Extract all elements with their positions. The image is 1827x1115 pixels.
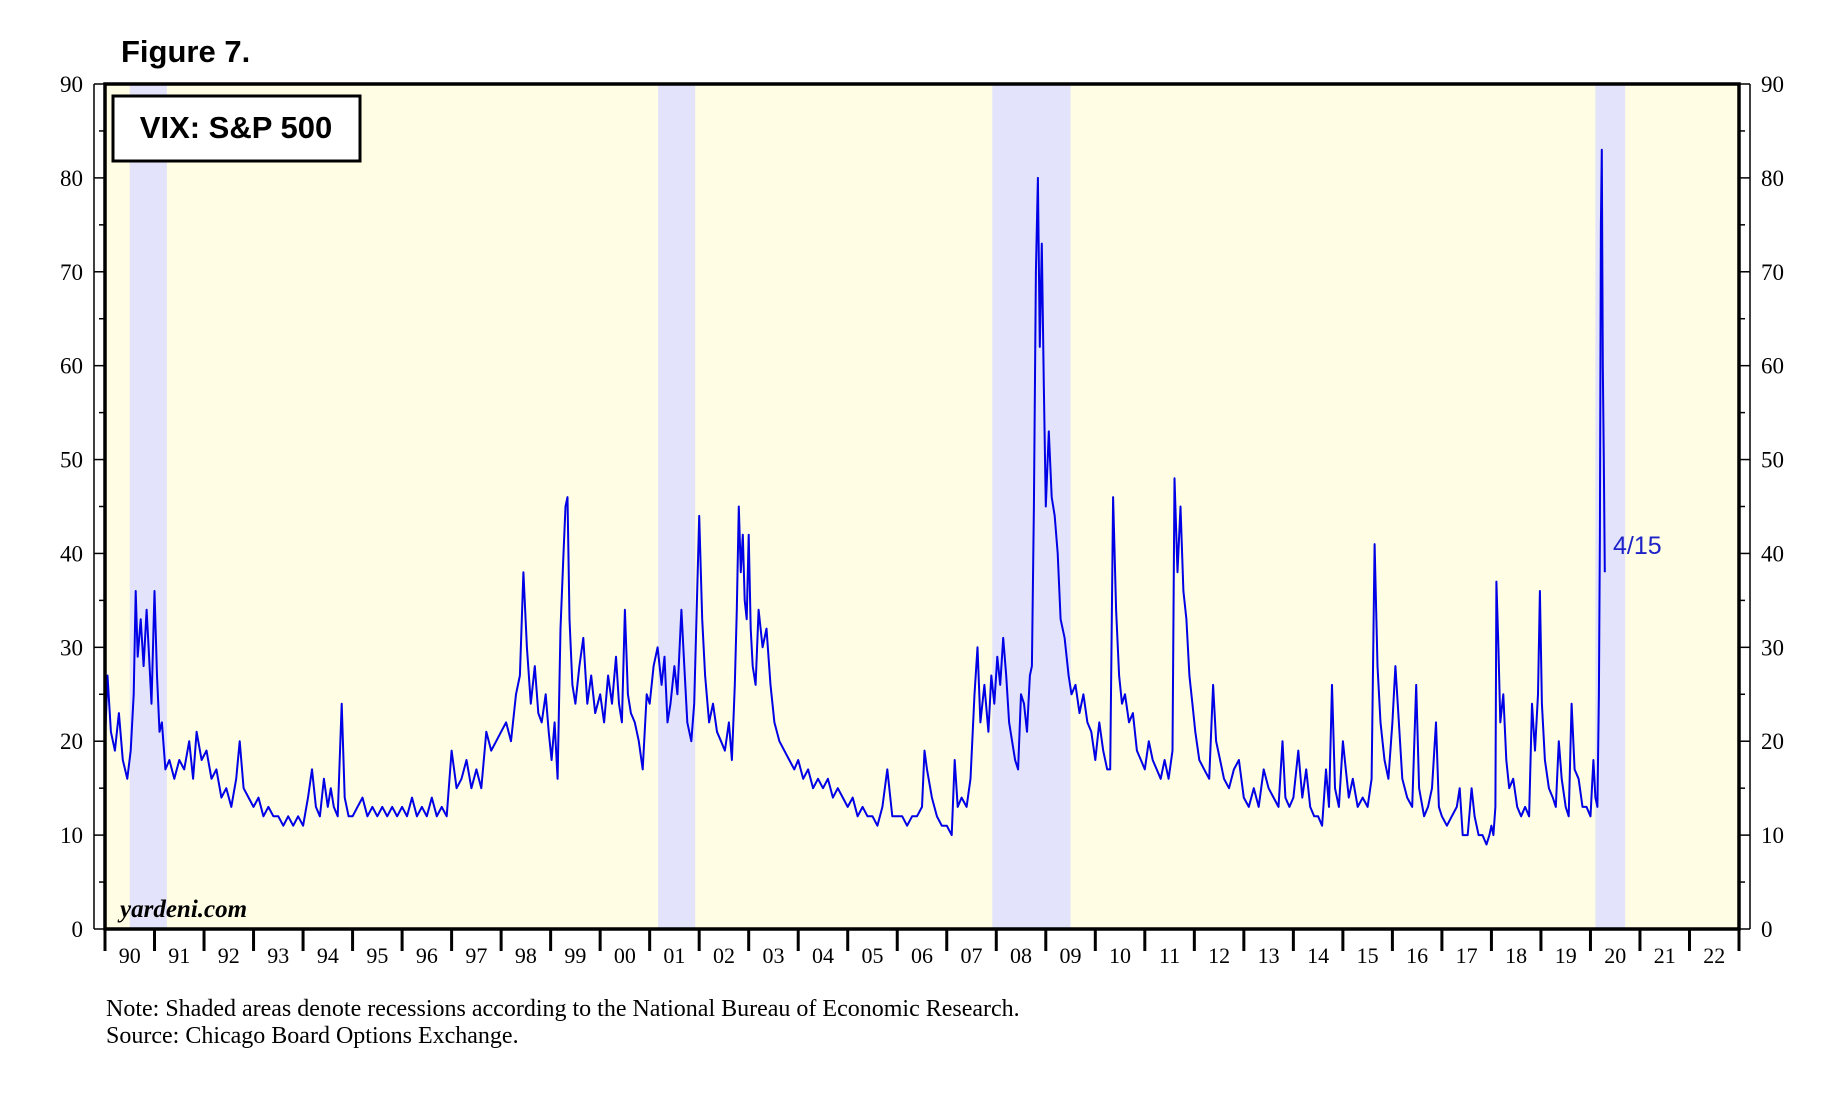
y-tick-label-right: 0: [1761, 917, 1773, 942]
y-tick-label-right: 70: [1761, 260, 1784, 285]
y-tick-label-left: 30: [60, 635, 83, 660]
x-tick-label: 21: [1654, 943, 1676, 968]
x-tick-label: 17: [1456, 943, 1478, 968]
x-tick-label: 93: [267, 943, 289, 968]
y-tick-label-right: 60: [1761, 354, 1784, 379]
y-tick-label-right: 30: [1761, 635, 1784, 660]
x-tick-label: 09: [1060, 943, 1082, 968]
x-tick-label: 20: [1604, 943, 1626, 968]
chart-title: VIX: S&P 500: [140, 110, 332, 145]
x-tick-label: 14: [1307, 943, 1329, 968]
y-tick-label-left: 10: [60, 823, 83, 848]
x-tick-label: 00: [614, 943, 636, 968]
y-tick-label-left: 50: [60, 448, 83, 473]
y-tick-label-left: 80: [60, 166, 83, 191]
y-tick-label-left: 20: [60, 729, 83, 754]
recession-band: [992, 84, 1071, 929]
y-tick-label-right: 50: [1761, 448, 1784, 473]
y-tick-label-right: 20: [1761, 729, 1784, 754]
recession-band: [129, 84, 167, 929]
x-tick-label: 01: [663, 943, 685, 968]
x-tick-label: 06: [911, 943, 933, 968]
source-text: Source: Chicago Board Options Exchange.: [106, 1023, 519, 1049]
recession-band: [658, 84, 696, 929]
x-tick-label: 15: [1357, 943, 1379, 968]
y-tick-label-left: 90: [60, 72, 83, 97]
note-text: Note: Shaded areas denote recessions acc…: [106, 996, 1020, 1022]
y-tick-label-right: 40: [1761, 541, 1784, 566]
y-tick-label-left: 70: [60, 260, 83, 285]
x-tick-label: 98: [515, 943, 537, 968]
x-tick-label: 08: [1010, 943, 1032, 968]
annotation-label: 4/15: [1613, 532, 1662, 560]
x-tick-label: 22: [1703, 943, 1725, 968]
x-tick-label: 02: [713, 943, 735, 968]
figure-label: Figure 7.: [121, 34, 251, 69]
series-layer: [104, 148, 1606, 846]
x-tick-label: 10: [1109, 943, 1131, 968]
x-tick-label: 94: [317, 943, 339, 968]
x-tick-label: 92: [218, 943, 240, 968]
x-tick-label: 95: [366, 943, 388, 968]
x-tick-label: 96: [416, 943, 438, 968]
x-tick-label: 99: [564, 943, 586, 968]
y-tick-label-right: 10: [1761, 823, 1784, 848]
x-tick-label: 90: [119, 943, 141, 968]
x-tick-label: 18: [1505, 943, 1527, 968]
chart-notes: Note: Shaded areas denote recessions acc…: [106, 996, 1020, 1050]
y-tick-label-left: 0: [72, 917, 84, 942]
x-tick-label: 12: [1208, 943, 1230, 968]
x-tick-label: 97: [465, 943, 487, 968]
x-tick-label: 04: [812, 943, 834, 968]
x-tick-label: 03: [762, 943, 784, 968]
watermark: yardeni.com: [117, 896, 247, 923]
x-tick-label: 16: [1406, 943, 1428, 968]
x-tick-label: 13: [1258, 943, 1280, 968]
x-tick-label: 91: [168, 943, 190, 968]
y-tick-label-left: 40: [60, 541, 83, 566]
x-tick-label: 11: [1159, 943, 1180, 968]
y-tick-label-right: 90: [1761, 72, 1784, 97]
chart-title-box: VIX: S&P 500: [111, 94, 362, 163]
recession-shades: [129, 84, 1626, 929]
x-tick-label: 07: [961, 943, 983, 968]
y-tick-label-left: 60: [60, 354, 83, 379]
vix-series-line: [104, 148, 1606, 846]
x-tick-label: 05: [861, 943, 883, 968]
x-tick-label: 19: [1555, 943, 1577, 968]
y-tick-label-right: 80: [1761, 166, 1784, 191]
